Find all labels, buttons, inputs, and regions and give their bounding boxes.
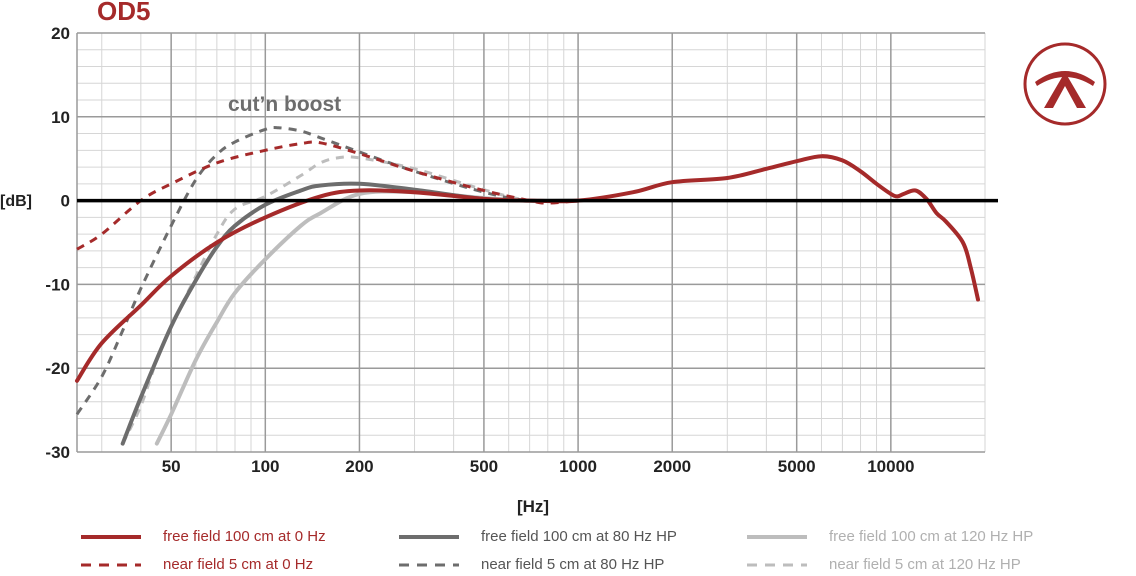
major-grid: [76, 32, 985, 453]
legend-label: free field 100 cm at 80 Hz HP: [481, 528, 677, 545]
logo-ring: [1023, 42, 1107, 126]
legend-swatch: [747, 563, 807, 567]
logo-a-shape: [1044, 72, 1086, 108]
logo-arc: [1035, 71, 1095, 86]
legend-label: near field 5 cm at 0 Hz: [163, 556, 314, 573]
series-layer: [75, 125, 980, 446]
x-tick-label: 2000: [653, 457, 691, 476]
legend-swatch: [747, 535, 807, 539]
y-tick-label: -30: [45, 443, 70, 462]
x-tick-label: 500: [470, 457, 498, 476]
legend-swatch: [399, 563, 459, 567]
y-axis-ticks: 20 10 0 -10 -20 -30: [45, 24, 70, 462]
y-tick-label: -10: [45, 275, 70, 294]
y-tick-label: 20: [51, 24, 70, 43]
y-tick-label: -20: [45, 359, 70, 378]
x-tick-label: 200: [345, 457, 373, 476]
legend-label: near field 5 cm at 80 Hz HP: [481, 556, 665, 573]
legend-label: near field 5 cm at 120 Hz HP: [829, 556, 1021, 573]
cut-n-boost-annotation: cut’n boost: [228, 93, 342, 116]
y-tick-label: 0: [61, 192, 70, 211]
x-axis-label: [Hz]: [517, 497, 549, 516]
x-tick-label: 5000: [778, 457, 816, 476]
legend-swatch: [81, 563, 141, 567]
y-axis-label: [dB]: [0, 193, 32, 210]
y-tick-label: 10: [51, 108, 70, 127]
legend-swatch: [81, 535, 141, 539]
x-tick-label: 1000: [559, 457, 597, 476]
chart-title: OD5: [97, 0, 151, 26]
brand-logo-icon: [1023, 42, 1107, 126]
legend-label: free field 100 cm at 120 Hz HP: [829, 528, 1034, 545]
series-line: [120, 181, 581, 446]
legend-label: free field 100 cm at 0 Hz: [163, 528, 326, 545]
x-tick-label: 10000: [867, 457, 914, 476]
x-tick-label: 100: [251, 457, 279, 476]
x-axis-ticks: 50 100 200 500 1000 2000 5000 10000: [162, 457, 915, 476]
x-tick-label: 50: [162, 457, 181, 476]
legend-swatch: [399, 535, 459, 539]
